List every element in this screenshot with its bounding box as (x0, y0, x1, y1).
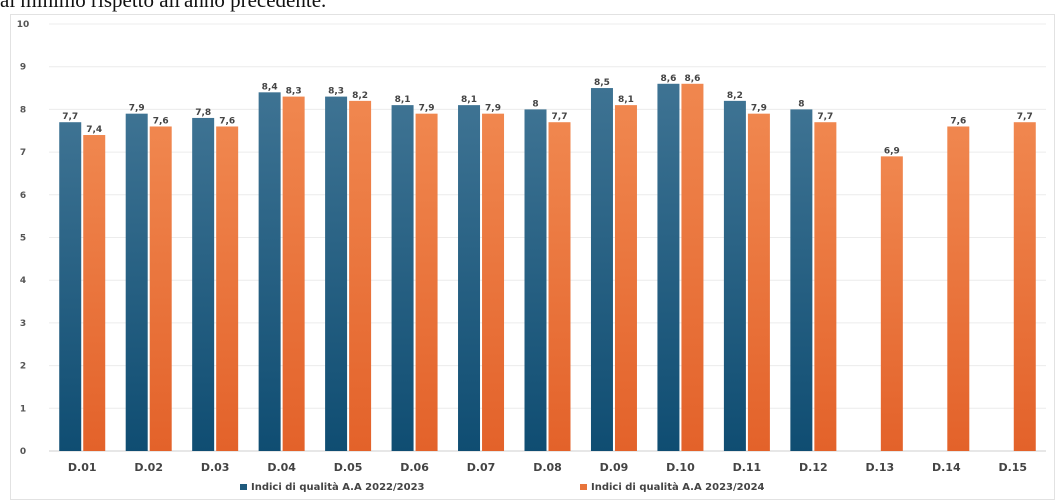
bar-series2-D.06 (415, 113, 438, 452)
bar-series1-D.07 (458, 105, 481, 451)
data-label: 7,9 (419, 104, 435, 114)
bar-series2-D.02 (149, 126, 172, 451)
x-tick-label: D.02 (134, 461, 163, 474)
bar-series1-D.01 (59, 122, 82, 452)
x-tick-label: D.14 (932, 461, 961, 474)
bar-series2-D.03 (216, 126, 239, 451)
data-label: 8,1 (461, 95, 477, 105)
bar-series1-D.11 (723, 100, 746, 452)
legend-label-2: Indici di qualità A.A 2023/2024 (591, 481, 765, 493)
x-tick-label: D.08 (533, 461, 562, 474)
bar-chart: 0 1 2 3 4 5 6 7 8 9 10 7,7 7,4 D.01 7,9 7,6 D.02 7,8 7,6 D.… (17, 20, 1046, 493)
bar-series1-D.03 (192, 117, 215, 451)
y-tick-label: 0 (20, 447, 26, 457)
data-label: 8,1 (618, 95, 634, 105)
data-label: 7,9 (485, 104, 501, 114)
x-tick-label: D.07 (467, 461, 496, 474)
x-tick-label: D.13 (866, 461, 895, 474)
header-text: al minimo rispetto all'anno precedente. (0, 0, 327, 12)
bar-series1-D.08 (524, 109, 547, 452)
data-label: 7,7 (817, 112, 833, 122)
bar-series2-D.01 (83, 135, 106, 451)
bar-series1-D.02 (125, 113, 148, 452)
x-tick-label: D.09 (600, 461, 629, 474)
bar-series2-D.15 (1013, 122, 1036, 452)
data-label: 7,7 (1017, 112, 1033, 122)
bar-series2-D.08 (548, 122, 571, 452)
y-tick-label: 4 (20, 276, 26, 286)
legend-swatch-2 (580, 484, 587, 490)
x-tick-label: D.10 (666, 461, 695, 474)
bar-series2-D.04 (282, 96, 305, 451)
x-tick-label: D.06 (400, 461, 429, 474)
bar-series2-D.11 (747, 113, 770, 452)
x-tick-label: D.03 (201, 461, 230, 474)
data-label: 8,1 (395, 95, 411, 105)
data-label: 8,6 (660, 74, 676, 84)
data-label: 7,4 (86, 125, 102, 135)
x-tick-label: D.05 (334, 461, 363, 474)
data-label: 7,7 (62, 112, 78, 122)
bar-series2-D.09 (614, 105, 637, 451)
data-label: 6,9 (884, 146, 900, 156)
bar-series1-D.12 (790, 109, 813, 452)
x-tick-label: D.12 (799, 461, 828, 474)
data-label: 8,3 (286, 87, 302, 97)
y-tick-label: 10 (17, 20, 30, 30)
y-tick-label: 8 (20, 105, 26, 115)
data-label: 7,6 (950, 116, 966, 126)
bar-series2-D.12 (814, 122, 837, 452)
data-label: 7,9 (751, 104, 767, 114)
bar-series1-D.06 (391, 105, 414, 451)
bar-series1-D.05 (325, 96, 348, 451)
data-label: 8,2 (727, 91, 743, 101)
data-label: 7,8 (195, 108, 211, 118)
y-tick-label: 5 (20, 234, 26, 244)
data-label: 8 (532, 99, 538, 109)
data-label: 8,2 (352, 91, 368, 101)
bar-series1-D.10 (657, 83, 680, 451)
y-tick-label: 7 (20, 148, 26, 158)
bar-series2-D.10 (681, 83, 704, 451)
x-tick-label: D.15 (998, 461, 1027, 474)
x-tick-label: D.11 (733, 461, 762, 474)
y-tick-label: 6 (20, 191, 26, 201)
x-tick-label: D.04 (267, 461, 296, 474)
y-tick-label: 2 (20, 362, 26, 372)
y-tick-label: 9 (20, 63, 26, 73)
x-tick-label: D.01 (68, 461, 97, 474)
data-label: 7,7 (552, 112, 568, 122)
data-label: 8,6 (684, 74, 700, 84)
legend-swatch-1 (240, 484, 247, 490)
data-label: 8,4 (262, 82, 278, 92)
bar-series2-D.07 (482, 113, 505, 452)
data-label: 7,6 (219, 116, 235, 126)
legend-label-1: Indici di qualità A.A 2022/2023 (251, 481, 425, 493)
bar-series2-D.14 (947, 126, 970, 451)
data-label: 8,5 (594, 78, 610, 88)
data-label: 8,3 (328, 87, 344, 97)
bar-series1-D.04 (258, 92, 281, 451)
bar-series2-D.05 (349, 100, 372, 452)
bar-series2-D.13 (880, 156, 903, 451)
data-label: 8 (798, 99, 804, 109)
data-label: 7,9 (129, 104, 145, 114)
bar-series1-D.09 (590, 88, 613, 452)
y-tick-label: 3 (20, 319, 26, 329)
chart-frame: 0 1 2 3 4 5 6 7 8 9 10 7,7 7,4 D.01 7,9 7,6 D.02 7,8 7,6 D.… (10, 14, 1055, 500)
data-label: 7,6 (153, 116, 169, 126)
y-tick-label: 1 (20, 404, 26, 414)
